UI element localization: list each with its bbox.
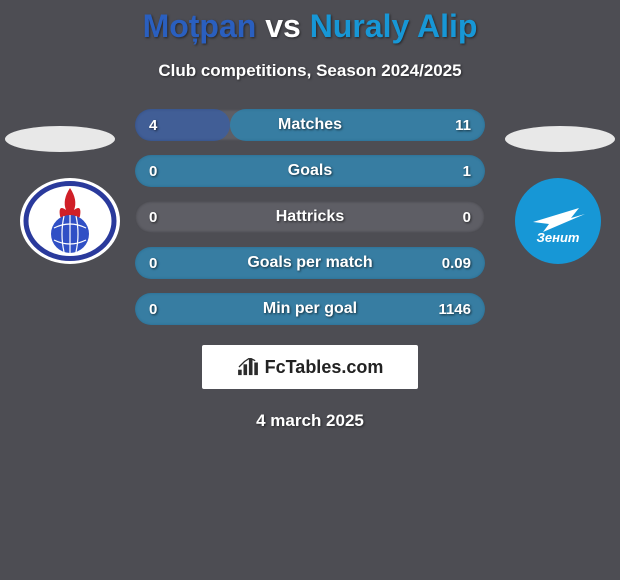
club-logo-right: Зенит (515, 178, 601, 264)
player1-ellipse (5, 126, 115, 152)
stat-row: 0 Goals per match 0.09 (135, 247, 485, 279)
stat-label: Goals (288, 162, 332, 180)
stat-row: 0 Hattricks 0 (135, 201, 485, 233)
player1-name: Moțpan (143, 8, 257, 44)
brand-text: FcTables.com (265, 357, 384, 378)
bar-chart-icon (237, 358, 259, 376)
stat-value-left: 0 (149, 255, 157, 272)
stat-value-right: 0 (463, 209, 471, 226)
stat-label: Goals per match (247, 254, 372, 272)
stat-row: 4 Matches 11 (135, 109, 485, 141)
stat-value-left: 0 (149, 163, 157, 180)
stat-value-left: 4 (149, 117, 157, 134)
stat-label: Matches (278, 116, 342, 134)
svg-text:Зенит: Зенит (537, 230, 580, 245)
player2-ellipse (505, 126, 615, 152)
stat-value-right: 1 (463, 163, 471, 180)
stat-fill-right (230, 109, 486, 141)
stat-row: 0 Goals 1 (135, 155, 485, 187)
club-logo-left (19, 178, 121, 264)
zenit-badge-icon: Зенит (515, 178, 601, 264)
fakel-badge-icon (19, 178, 121, 264)
date-text: 4 march 2025 (0, 411, 620, 431)
stat-value-left: 0 (149, 301, 157, 318)
stat-value-right: 0.09 (442, 255, 471, 272)
comparison-title: Moțpan vs Nuraly Alip (0, 8, 620, 45)
brand-box[interactable]: FcTables.com (202, 345, 418, 389)
stat-value-right: 1146 (438, 301, 471, 318)
stat-label: Hattricks (276, 208, 344, 226)
subtitle: Club competitions, Season 2024/2025 (0, 61, 620, 81)
stat-value-left: 0 (149, 209, 157, 226)
player2-name: Nuraly Alip (310, 8, 478, 44)
title-vs: vs (256, 8, 309, 44)
stat-label: Min per goal (263, 300, 357, 318)
stat-value-right: 11 (455, 117, 471, 134)
stat-row: 0 Min per goal 1146 (135, 293, 485, 325)
